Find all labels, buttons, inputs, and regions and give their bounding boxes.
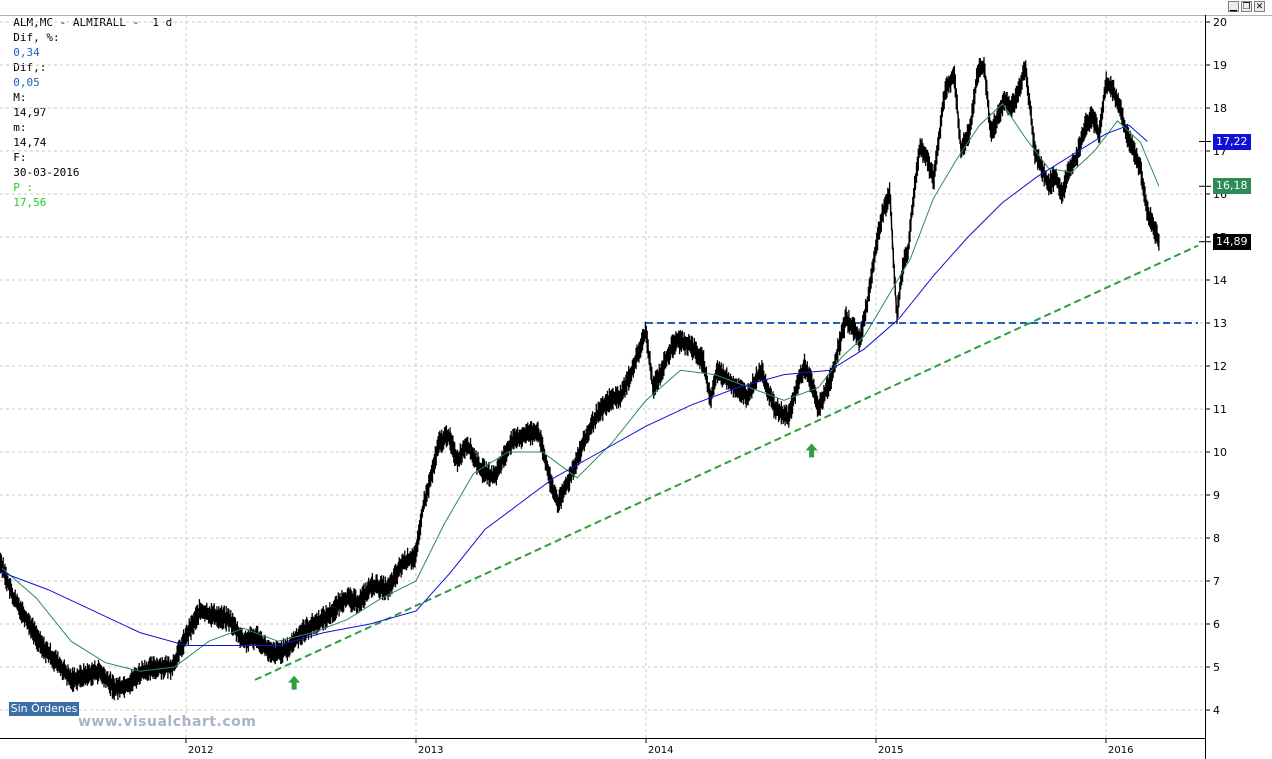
y-tick-label: 10 [1213,446,1227,459]
y-tick-label: 13 [1213,317,1227,330]
axes: 4567891011121314151617181920201220132014… [0,15,1272,759]
support-touch-arrow-2014 [805,443,818,458]
x-tick-label: 2013 [418,745,443,756]
watermark: www.visualchart.com [78,714,257,730]
x-tick-label: 2012 [188,745,213,756]
x-tick-label: 2015 [878,745,903,756]
p-label: P : [13,181,34,194]
max-label: M: [13,91,27,104]
support-touch-arrow-2012 [288,675,301,690]
restore-icon[interactable]: ❐ [1241,1,1252,12]
price-series [0,56,1160,701]
y-tick-label: 11 [1213,403,1227,416]
dif-value: 0,05 [13,76,40,89]
date-value: 30-03-2016 [13,166,80,179]
price-close-line [0,63,1160,690]
y-tick-label: 19 [1213,59,1227,72]
y-tick-label: 14 [1213,274,1227,287]
chart-header: ALM,MC - ALMIRALL - 1 d Dif, %: 0,34 Dif… [0,0,1205,209]
x-tick-label: 2016 [1108,745,1133,756]
dif-pct-value: 0,34 [13,46,40,59]
y-tick-label: 12 [1213,360,1227,373]
support-trendline [254,244,1199,681]
y-tick-label: 20 [1213,16,1227,29]
x-tick-label: 2014 [648,745,673,756]
y-tick-label: 6 [1213,618,1220,631]
dif-pct-label: Dif, %: [13,31,60,44]
y-tick-label: 7 [1213,575,1220,588]
y-tick-label: 8 [1213,532,1220,545]
dif-label: Dif,: [13,61,47,74]
y-tick-label: 9 [1213,489,1220,502]
y-tick-label: 18 [1213,102,1227,115]
min-value: 14,74 [13,136,47,149]
sma-long-badge: 17,22 [1213,133,1251,150]
y-tick-label: 4 [1213,704,1220,717]
close-icon[interactable]: ✕ [1254,1,1265,12]
sma-short-line [1,102,1160,672]
min-label: m: [13,121,27,134]
series [0,56,1160,701]
minimize-icon[interactable]: ▁ [1228,1,1239,12]
sma-short-badge: 16,18 [1213,178,1251,195]
p-value: 17,56 [13,196,47,209]
max-value: 14,97 [13,106,47,119]
date-label: F: [13,151,27,164]
orders-status-button[interactable]: Sin Órdenes [9,702,79,716]
y-tick-label: 5 [1213,661,1220,674]
sma-long-line [0,124,1148,646]
grid [0,15,1205,738]
last-price-badge: 14,89 [1213,233,1251,250]
annotations [254,244,1199,690]
